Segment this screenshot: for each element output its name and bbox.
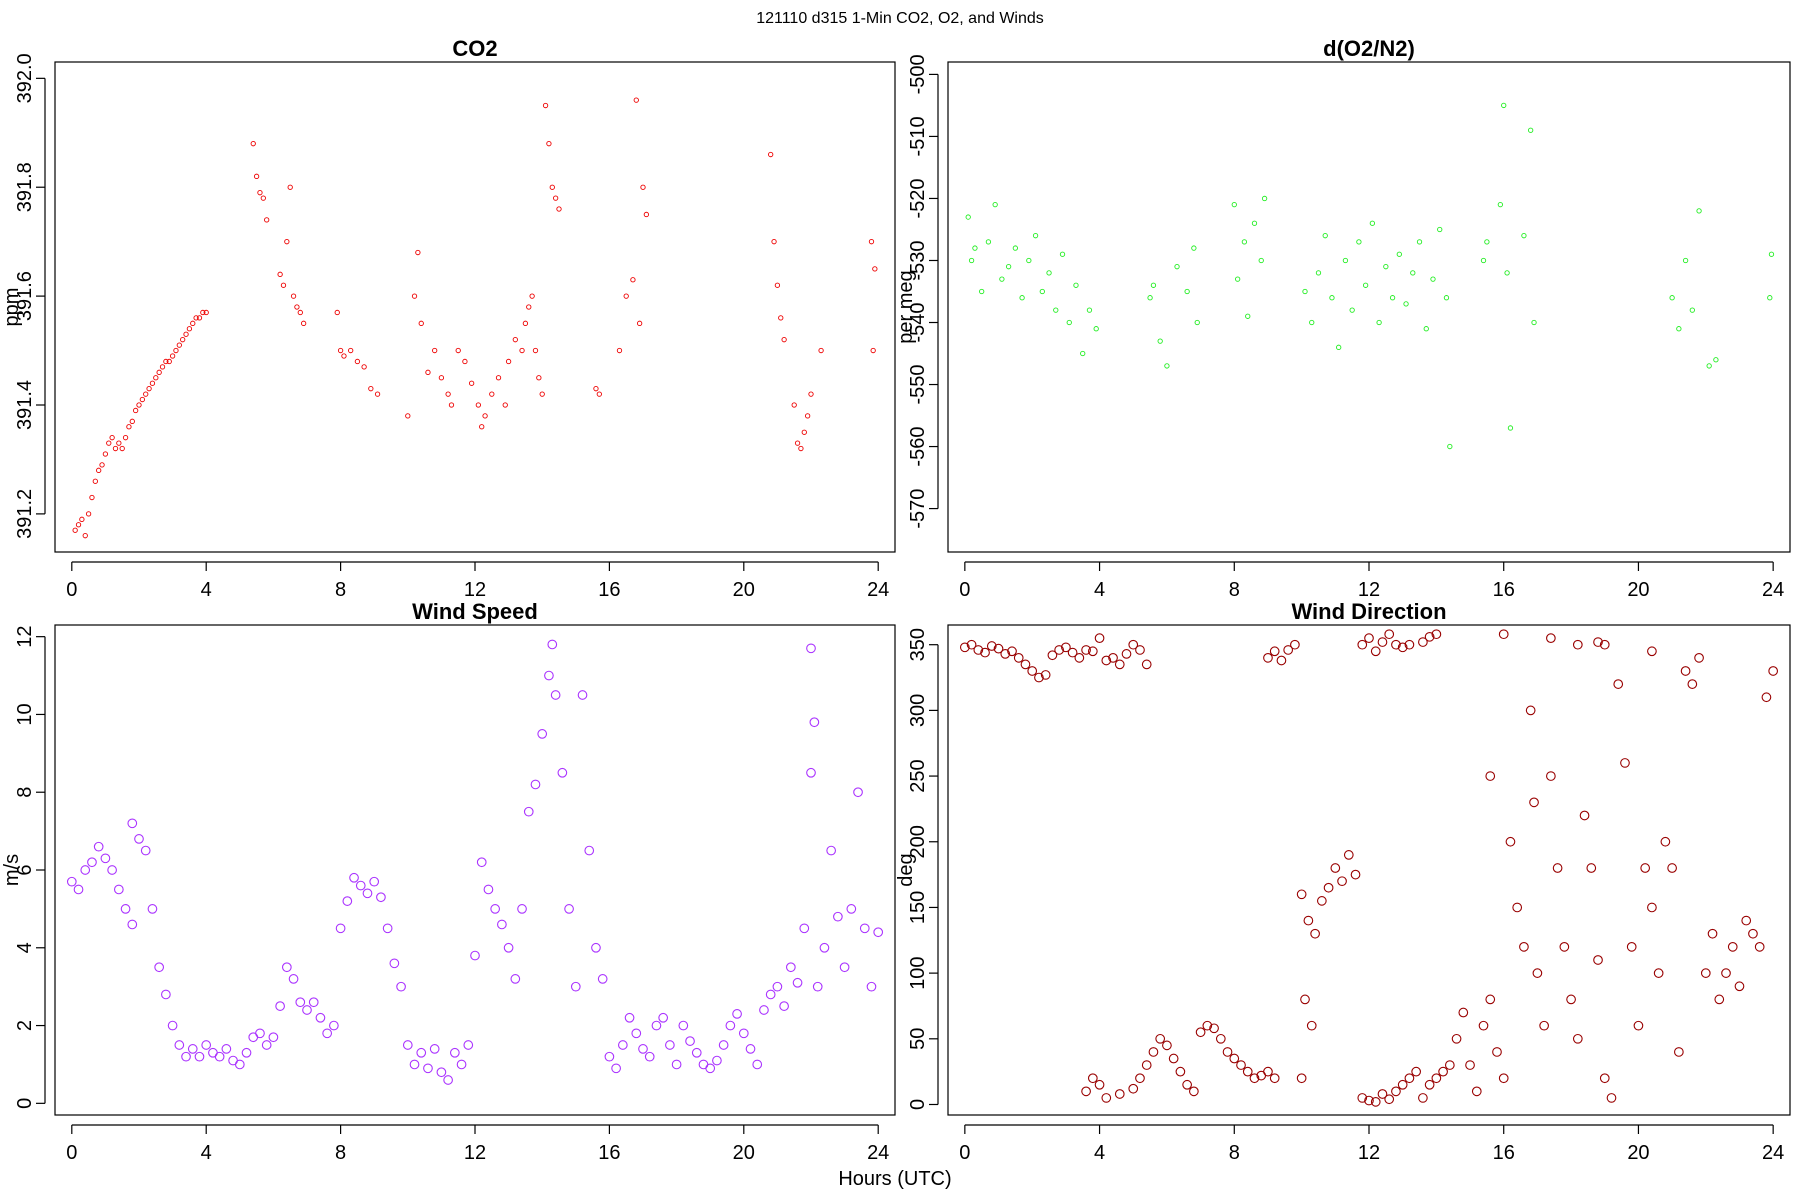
o2-title: d(O2/N2) [1323,36,1415,61]
wspd-y-tick-label: 0 [14,1098,36,1109]
co2-y-tick-label: 391.8 [14,162,36,212]
wdir-y-tick-label: 0 [907,1099,929,1110]
figure-main-title: 121110 d315 1-Min CO2, O2, and Winds [756,10,1044,27]
wdir-x-tick-label: 16 [1493,1142,1515,1164]
wdir-x-tick-label: 12 [1358,1142,1380,1164]
o2-y-axis-label: per meg [895,270,917,343]
wspd-y-tick-label: 8 [14,787,36,798]
wdir-x-tick-label: 8 [1229,1142,1240,1164]
wspd-x-tick-label: 12 [464,1142,486,1164]
o2-x-tick-label: 4 [1094,579,1105,601]
wspd-x-tick-label: 8 [335,1142,346,1164]
o2-x-tick-label: 20 [1627,579,1649,601]
wspd-x-tick-label: 0 [66,1142,77,1164]
o2-x-tick-label: 24 [1762,579,1784,601]
wdir-y-tick-label: 100 [907,956,929,989]
o2-x-tick-label: 8 [1229,579,1240,601]
wspd-x-tick-label: 24 [867,1142,889,1164]
co2-y-tick-label: 391.2 [14,489,36,539]
co2-x-tick-label: 12 [464,579,486,601]
wspd-y-tick-label: 10 [14,703,36,725]
co2-y-tick-label: 391.4 [14,380,36,430]
co2-title: CO2 [452,36,497,61]
wdir-x-tick-label: 4 [1094,1142,1105,1164]
wdir-x-tick-label: 0 [959,1142,970,1164]
co2-x-tick-label: 16 [598,579,620,601]
wdir-y-tick-label: 300 [907,694,929,727]
co2-x-tick-label: 8 [335,579,346,601]
wspd-title: Wind Speed [412,599,538,624]
co2-x-tick-label: 24 [867,579,889,601]
o2-y-tick-label: -520 [907,178,929,218]
o2-y-tick-label: -550 [907,365,929,405]
wspd-x-tick-label: 20 [733,1142,755,1164]
o2-x-tick-label: 12 [1358,579,1380,601]
wspd-y-axis-label: m/s [1,854,23,886]
o2-y-tick-label: -510 [907,116,929,156]
co2-x-tick-label: 0 [66,579,77,601]
wdir-y-axis-label: deg [895,853,917,886]
co2-x-tick-label: 20 [733,579,755,601]
o2-y-tick-label: -570 [907,489,929,529]
wdir-y-tick-label: 250 [907,759,929,792]
o2-y-tick-label: -560 [907,427,929,467]
o2-x-tick-label: 0 [959,579,970,601]
co2-y-tick-label: 392.0 [14,53,36,103]
figure-x-axis-label: Hours (UTC) [838,1168,951,1190]
wdir-y-tick-label: 50 [907,1028,929,1050]
wspd-x-tick-label: 16 [598,1142,620,1164]
o2-y-tick-label: -500 [907,54,929,94]
wspd-y-tick-label: 12 [14,626,36,648]
wspd-x-tick-label: 4 [201,1142,212,1164]
wdir-y-tick-label: 350 [907,628,929,661]
wdir-x-tick-label: 24 [1762,1142,1784,1164]
wspd-y-tick-label: 2 [14,1020,36,1031]
co2-x-tick-label: 4 [201,579,212,601]
o2-x-tick-label: 16 [1493,579,1515,601]
wdir-x-tick-label: 20 [1627,1142,1649,1164]
co2-y-axis-label: ppm [1,288,23,327]
wspd-y-tick-label: 4 [14,942,36,953]
wdir-y-tick-label: 150 [907,891,929,924]
wdir-title: Wind Direction [1291,599,1446,624]
